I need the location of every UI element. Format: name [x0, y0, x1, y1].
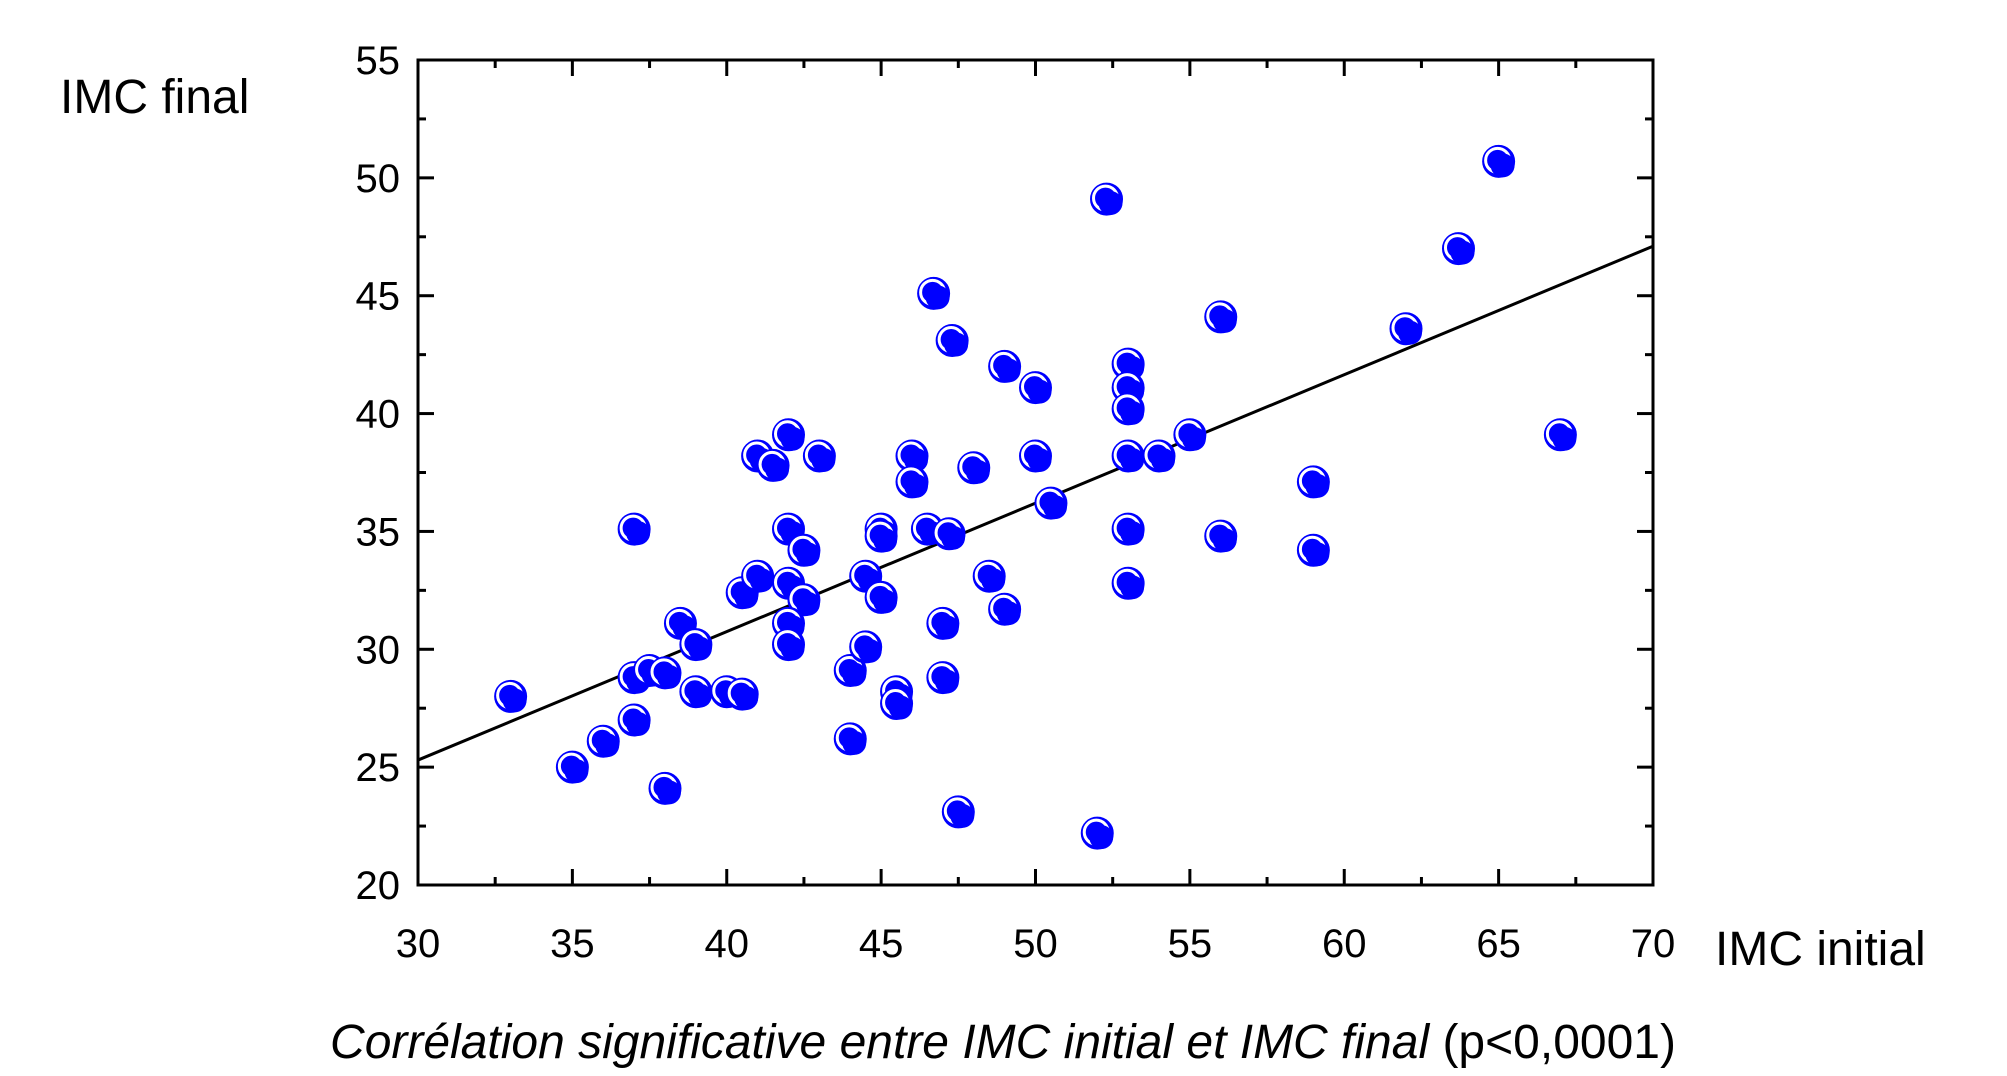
- y-tick-label: 40: [356, 393, 401, 437]
- data-point: [833, 722, 867, 756]
- plot-frame: [416, 58, 1655, 887]
- data-point: [1034, 486, 1068, 520]
- data-point: [586, 724, 620, 758]
- x-tick-label: 40: [705, 922, 750, 966]
- data-point: [917, 276, 951, 310]
- data-point: [1111, 392, 1145, 426]
- x-tick-label: 60: [1322, 922, 1367, 966]
- data-point: [932, 517, 966, 551]
- y-tick-label: 50: [356, 157, 401, 201]
- data-point: [1080, 816, 1114, 850]
- data-point: [935, 324, 969, 357]
- data-point: [880, 687, 914, 720]
- data-point: [988, 592, 1022, 626]
- data-point: [972, 559, 1006, 593]
- data-point: [1389, 312, 1423, 346]
- data-point: [679, 628, 713, 662]
- y-tick-label: 35: [356, 510, 401, 554]
- data-point: [787, 583, 821, 617]
- data-point: [756, 448, 790, 482]
- data-point: [1019, 439, 1052, 473]
- data-point: [988, 349, 1022, 383]
- data-point: [725, 677, 759, 711]
- x-tick-label: 70: [1631, 922, 1676, 966]
- data-point: [1173, 418, 1207, 452]
- data-point: [864, 519, 898, 553]
- data-point: [772, 418, 805, 452]
- y-tick-label: 55: [356, 39, 401, 83]
- data-point: [1111, 512, 1145, 546]
- data-point: [1296, 465, 1330, 499]
- x-tick-label: 55: [1168, 922, 1213, 966]
- y-axis-title: IMC final: [60, 71, 249, 124]
- data-point: [1090, 182, 1124, 216]
- x-tick-label: 65: [1476, 922, 1521, 966]
- data-point: [772, 628, 805, 662]
- data-point: [648, 771, 682, 805]
- data-point: [941, 795, 975, 829]
- data-point: [1111, 566, 1145, 600]
- data-point: [494, 679, 528, 713]
- labels-layer: 30 35 40 45 50 55 60 65 70 20 25 30 35 40 45 50 55: [356, 39, 1676, 966]
- data-point: [1111, 439, 1145, 473]
- x-tick-label: 30: [396, 922, 441, 966]
- data-point: [787, 533, 821, 567]
- data-point: [864, 580, 898, 614]
- data-point: [849, 630, 883, 664]
- data-point: [957, 451, 991, 485]
- data-point: [926, 606, 960, 640]
- data-point: [617, 512, 651, 546]
- x-tick-label: 35: [550, 922, 595, 966]
- data-point: [1019, 371, 1052, 405]
- y-tick-label: 20: [356, 864, 401, 908]
- x-tick-label: 50: [1013, 922, 1058, 966]
- data-point: [1441, 232, 1475, 266]
- data-point: [1204, 300, 1238, 334]
- y-tick-label: 25: [356, 746, 401, 790]
- data-point: [741, 559, 775, 593]
- data-point: [679, 675, 713, 709]
- data-point: [648, 656, 682, 690]
- caption-plain: (p<0,0001): [1429, 1016, 1676, 1069]
- chart-caption: Corrélation significative entre IMC init…: [330, 1016, 1676, 1069]
- data-point: [1543, 418, 1577, 452]
- data-point: [1142, 439, 1176, 473]
- data-point: [1204, 519, 1238, 553]
- x-tick-label: 45: [859, 922, 904, 966]
- x-axis-title: IMC initial: [1715, 923, 1926, 976]
- data-point: [1296, 533, 1330, 567]
- data-point: [617, 703, 651, 737]
- caption-italic: Corrélation significative entre IMC init…: [330, 1016, 1430, 1069]
- data-point: [895, 465, 929, 499]
- data-point: [555, 750, 589, 784]
- points-layer: [494, 144, 1577, 850]
- y-tick-label: 45: [356, 275, 401, 319]
- data-point: [833, 654, 867, 687]
- data-point: [802, 439, 836, 473]
- data-point: [926, 661, 960, 695]
- y-tick-label: 30: [356, 628, 401, 672]
- data-point: [1482, 144, 1516, 178]
